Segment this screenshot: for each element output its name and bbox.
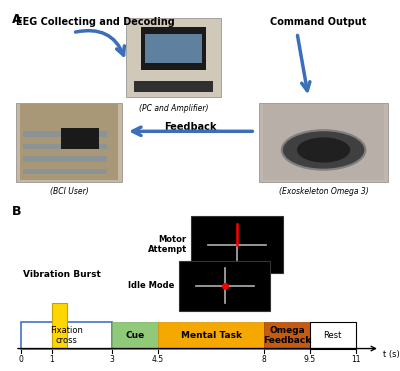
Bar	[23, 131, 107, 137]
Text: Motor
Attempt: Motor Attempt	[148, 235, 187, 255]
Bar	[145, 35, 202, 63]
Bar	[158, 322, 264, 348]
Bar	[126, 18, 221, 97]
Text: 1: 1	[49, 355, 54, 364]
Text: 0: 0	[19, 355, 24, 364]
Text: Feedback: Feedback	[164, 122, 217, 132]
Bar	[23, 169, 107, 174]
Bar	[112, 322, 158, 348]
Bar	[23, 144, 107, 149]
Bar	[52, 303, 67, 348]
Bar	[16, 103, 122, 181]
Text: 11: 11	[351, 355, 360, 364]
Text: Cue: Cue	[126, 331, 145, 340]
Bar	[264, 322, 310, 348]
Bar	[134, 81, 214, 92]
Bar	[191, 217, 282, 273]
Bar	[20, 104, 118, 180]
Bar	[263, 104, 384, 180]
Text: (Exoskeleton Omega 3): (Exoskeleton Omega 3)	[279, 187, 368, 196]
Bar	[23, 157, 107, 162]
Text: Omega
Feedback: Omega Feedback	[263, 326, 311, 345]
Text: Rest: Rest	[324, 331, 342, 340]
Bar	[259, 103, 388, 181]
Bar	[21, 322, 112, 348]
Bar	[179, 260, 270, 311]
Bar	[62, 128, 100, 149]
Bar	[310, 322, 356, 348]
Text: (PC and Amplifier): (PC and Amplifier)	[139, 104, 208, 114]
Text: Idle Mode: Idle Mode	[128, 281, 175, 290]
Text: EEG Collecting and Decoding: EEG Collecting and Decoding	[16, 17, 174, 26]
Text: 8: 8	[262, 355, 267, 364]
Text: t (s): t (s)	[383, 350, 400, 359]
Text: Command Output: Command Output	[270, 17, 367, 26]
Text: 9.5: 9.5	[304, 355, 316, 364]
Text: Mental Task: Mental Task	[181, 331, 242, 340]
Circle shape	[297, 137, 350, 162]
Text: Vibration Burst: Vibration Burst	[23, 270, 100, 279]
Text: 4.5: 4.5	[152, 355, 164, 364]
Text: (BCI User): (BCI User)	[50, 187, 88, 196]
Text: A: A	[12, 13, 22, 26]
Text: 3: 3	[110, 355, 115, 364]
Text: B: B	[12, 205, 22, 218]
Circle shape	[282, 130, 366, 170]
Text: Fixation
cross: Fixation cross	[50, 326, 83, 345]
Bar	[141, 27, 206, 70]
